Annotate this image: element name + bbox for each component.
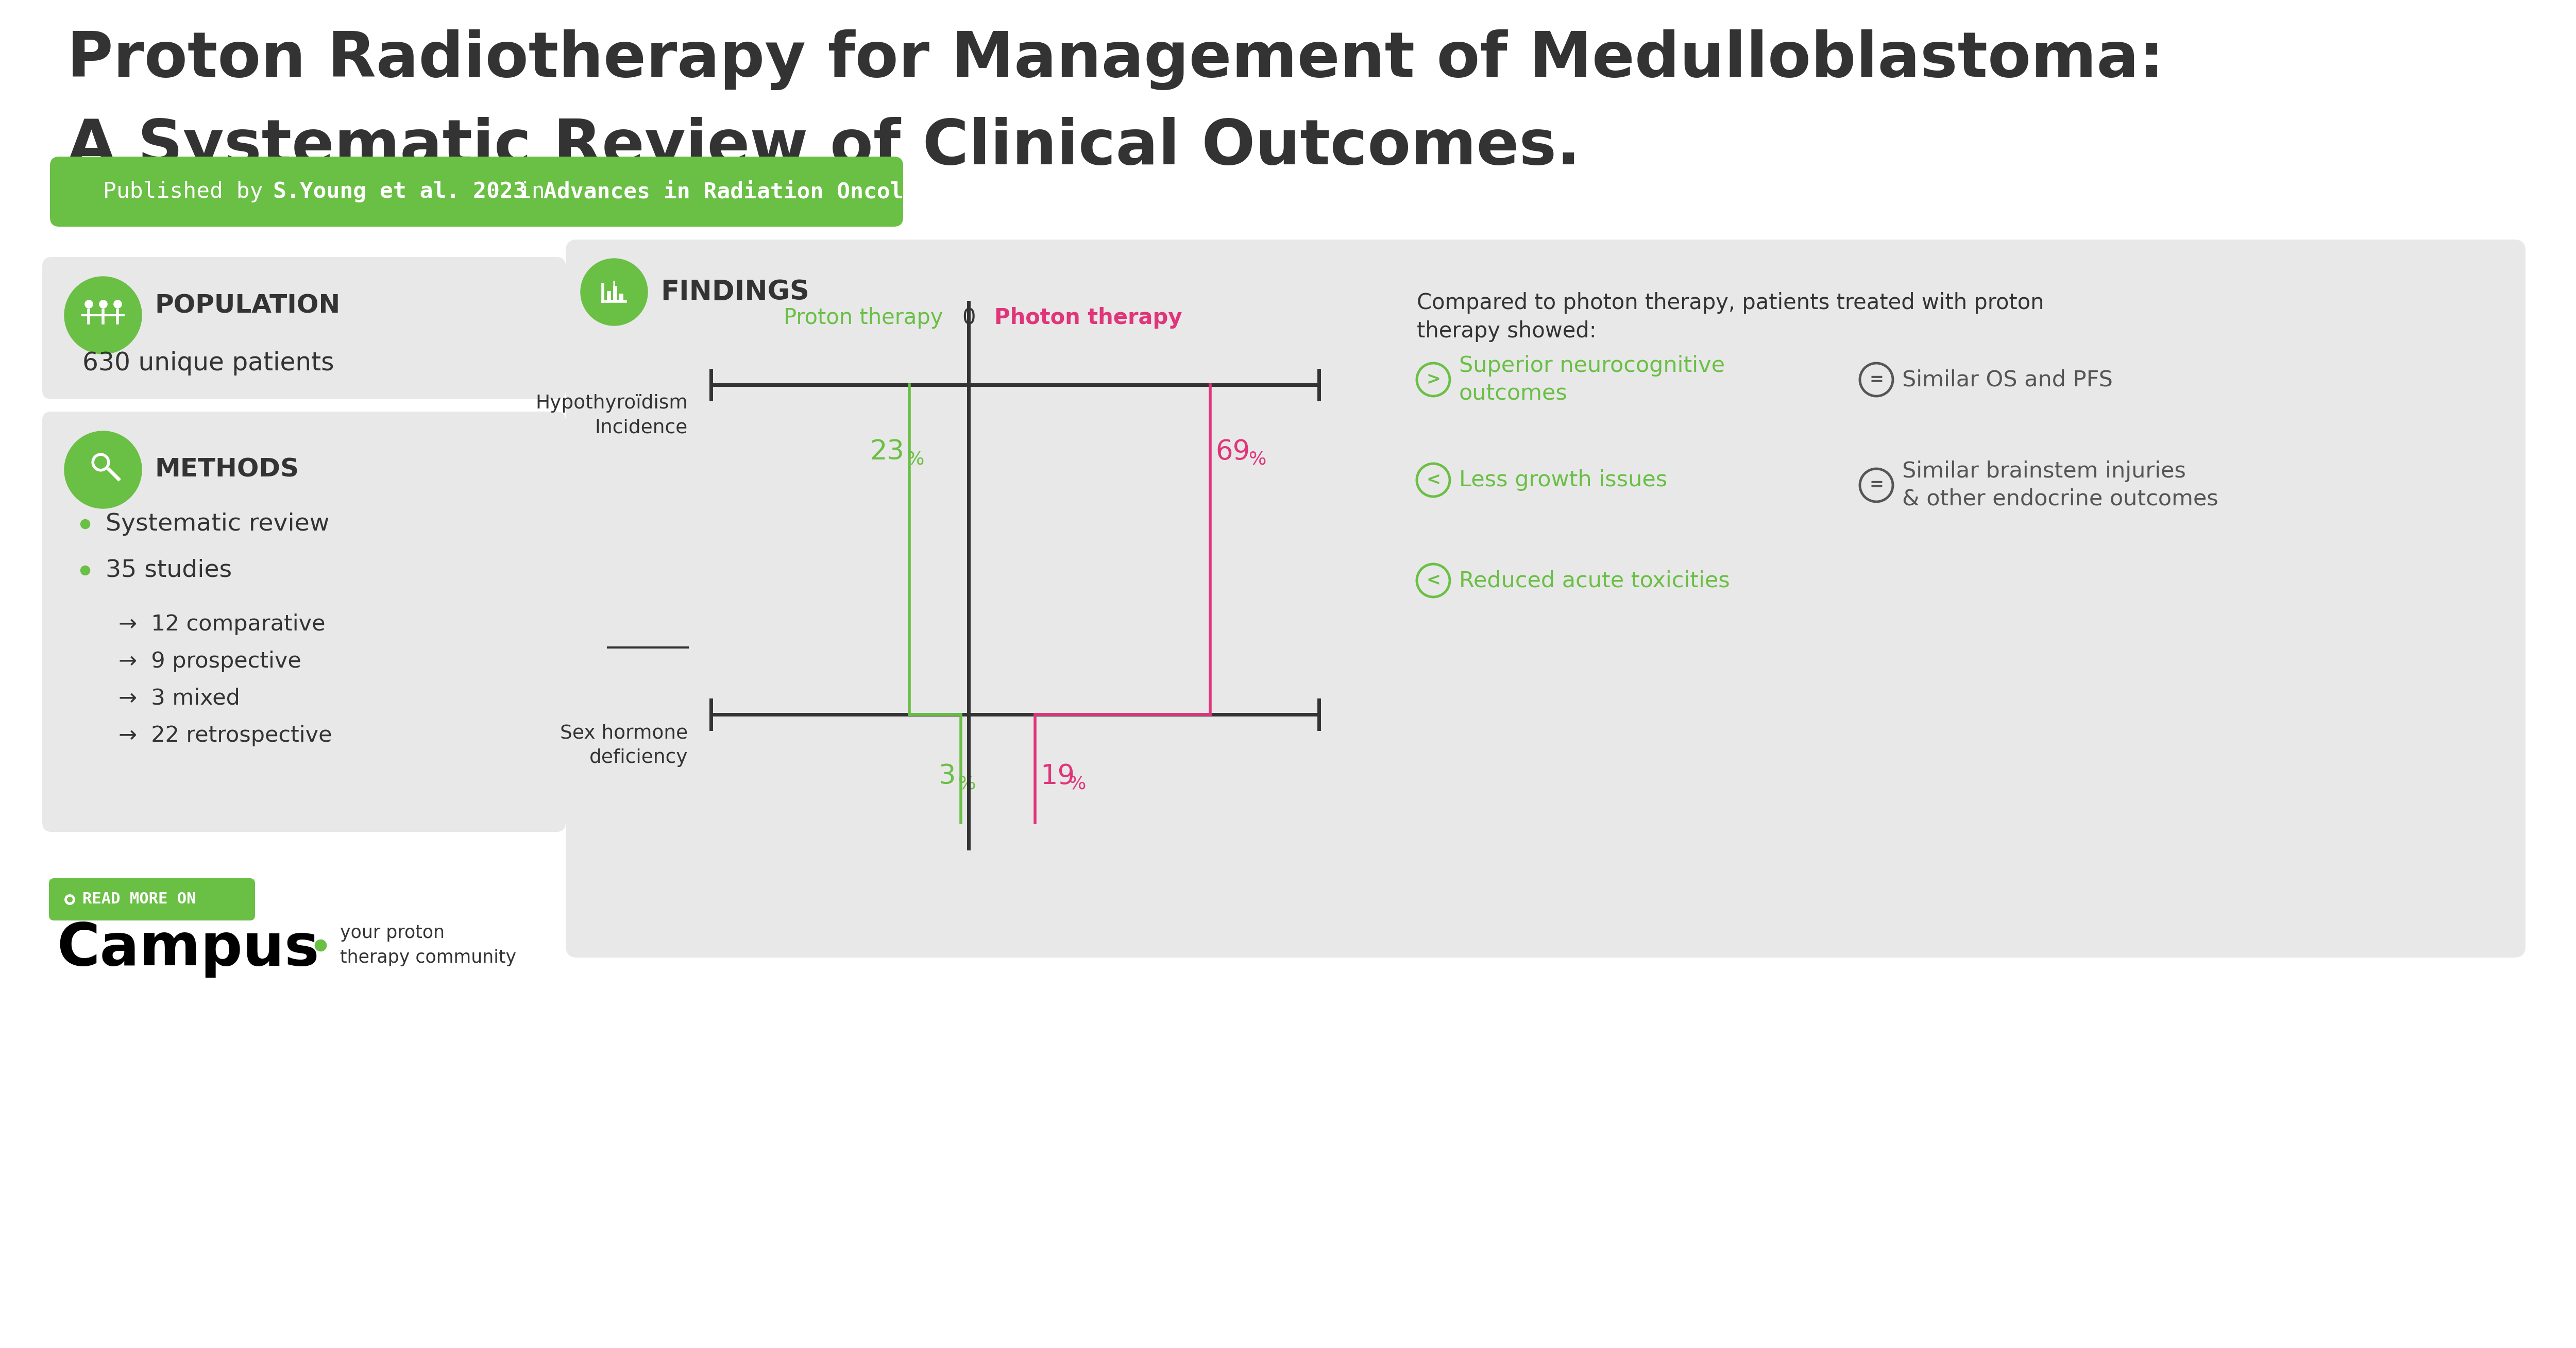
Circle shape [64, 431, 142, 508]
FancyBboxPatch shape [41, 411, 567, 832]
Text: 3: 3 [938, 763, 956, 790]
Text: →  12 comparative: → 12 comparative [118, 613, 325, 635]
Text: →  3 mixed: → 3 mixed [118, 687, 240, 709]
Text: %: % [1069, 775, 1087, 793]
Text: in: in [505, 181, 559, 202]
FancyBboxPatch shape [49, 156, 904, 226]
Bar [608, 291, 611, 302]
Text: S.Young et al. 2023: S.Young et al. 2023 [273, 181, 526, 202]
FancyBboxPatch shape [41, 257, 567, 399]
Bar [618, 294, 623, 302]
Text: Published by: Published by [103, 181, 276, 202]
Text: METHODS: METHODS [155, 457, 299, 483]
Text: Similar OS and PFS: Similar OS and PFS [1901, 369, 2112, 391]
Text: Proton Radiotherapy for Management of Medulloblastoma:: Proton Radiotherapy for Management of Me… [67, 30, 2164, 90]
Text: %: % [907, 450, 925, 468]
Text: =: = [1870, 371, 1883, 388]
Text: Systematic review: Systematic review [106, 512, 330, 535]
Text: →  22 retrospective: → 22 retrospective [118, 725, 332, 747]
FancyBboxPatch shape [567, 240, 2524, 957]
Text: <: < [1427, 472, 1440, 488]
Text: Photon therapy: Photon therapy [994, 307, 1182, 329]
Text: Campus: Campus [57, 921, 319, 977]
Text: Sex hormone
deficiency: Sex hormone deficiency [559, 724, 688, 767]
Text: Compared to photon therapy, patients treated with proton: Compared to photon therapy, patients tre… [1417, 293, 2045, 314]
Text: your proton
therapy community: your proton therapy community [340, 925, 515, 967]
Text: %: % [1249, 450, 1267, 468]
Text: FINDINGS: FINDINGS [659, 279, 809, 306]
Bar [613, 286, 618, 302]
Text: <: < [1427, 572, 1440, 589]
Text: Similar brainstem injuries
& other endocrine outcomes: Similar brainstem injuries & other endoc… [1901, 461, 2218, 510]
Text: 630 unique patients: 630 unique patients [82, 350, 335, 376]
Text: Advances in Radiation Oncology: Advances in Radiation Oncology [544, 181, 943, 204]
Text: Proton therapy: Proton therapy [783, 307, 943, 329]
FancyBboxPatch shape [49, 879, 255, 921]
Text: |: | [611, 280, 616, 295]
Text: 69: 69 [1216, 438, 1249, 465]
Text: 35 studies: 35 studies [106, 558, 232, 582]
Text: POPULATION: POPULATION [155, 294, 340, 318]
Text: READ MORE ON: READ MORE ON [82, 892, 196, 907]
Text: A Systematic Review of Clinical Outcomes.: A Systematic Review of Clinical Outcomes… [67, 117, 1582, 178]
Text: >: > [1427, 371, 1440, 388]
Text: Superior neurocognitive
outcomes: Superior neurocognitive outcomes [1458, 355, 1726, 404]
Text: 19: 19 [1041, 763, 1074, 790]
Text: %: % [958, 775, 976, 793]
Text: Reduced acute toxicities: Reduced acute toxicities [1458, 570, 1731, 592]
Text: =: = [1870, 477, 1883, 493]
Text: therapy showed:: therapy showed: [1417, 321, 1597, 342]
Text: Less growth issues: Less growth issues [1458, 469, 1667, 491]
Text: →  9 prospective: → 9 prospective [118, 651, 301, 673]
Text: 0: 0 [961, 307, 976, 329]
Circle shape [580, 259, 647, 325]
Text: Hypothyroïdism
Incidence: Hypothyroïdism Incidence [536, 394, 688, 437]
Text: 23: 23 [871, 438, 904, 465]
Circle shape [64, 276, 142, 355]
